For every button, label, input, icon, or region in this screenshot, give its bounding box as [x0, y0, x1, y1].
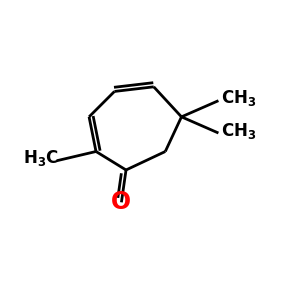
Text: $\mathregular{H_3C}$: $\mathregular{H_3C}$	[23, 148, 59, 168]
Text: $\mathregular{CH_3}$: $\mathregular{CH_3}$	[221, 121, 256, 141]
Text: $\mathregular{CH_3}$: $\mathregular{CH_3}$	[221, 88, 256, 108]
Text: O: O	[111, 190, 131, 214]
